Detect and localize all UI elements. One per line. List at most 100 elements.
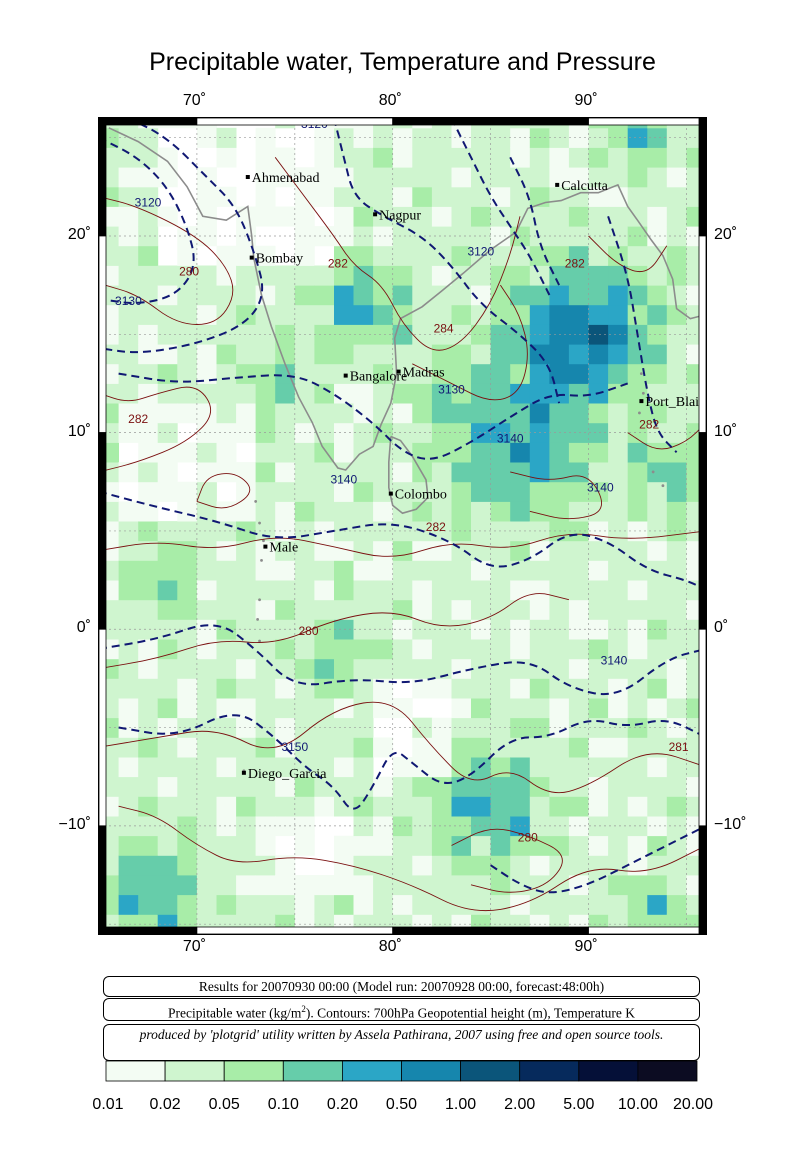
precip-cell bbox=[334, 855, 354, 876]
precip-cell bbox=[157, 835, 178, 856]
precip-cell bbox=[118, 363, 139, 384]
precip-cell bbox=[177, 245, 198, 266]
precip-cell bbox=[608, 344, 629, 365]
precip-cell bbox=[608, 894, 629, 915]
precip-cell bbox=[431, 167, 452, 188]
precip-cell bbox=[529, 481, 550, 502]
precip-cell bbox=[353, 737, 374, 758]
precip-cell bbox=[314, 304, 335, 325]
precip-cell bbox=[392, 481, 413, 502]
precip-cell bbox=[647, 501, 668, 522]
precip-cell bbox=[255, 875, 276, 896]
precip-cell bbox=[118, 285, 139, 306]
precip-cell bbox=[118, 776, 139, 797]
temperature-contour bbox=[451, 828, 563, 893]
precip-cell bbox=[177, 226, 198, 247]
precip-cell bbox=[392, 757, 413, 778]
precip-cell bbox=[353, 304, 374, 325]
precip-cell bbox=[334, 599, 354, 620]
precip-cell bbox=[373, 796, 394, 817]
precip-cell bbox=[529, 737, 550, 758]
island-mark bbox=[256, 617, 260, 621]
precip-cell bbox=[451, 285, 472, 306]
precip-cell bbox=[334, 285, 354, 306]
precip-cell bbox=[568, 245, 589, 266]
precip-cell bbox=[647, 678, 668, 699]
precip-cell bbox=[138, 127, 159, 148]
precip-cell bbox=[353, 501, 374, 522]
precip-cell bbox=[118, 147, 139, 168]
precip-cell bbox=[451, 147, 472, 168]
precip-cell bbox=[196, 776, 217, 797]
precip-cell bbox=[490, 894, 511, 915]
precip-cell bbox=[568, 639, 589, 660]
precip-cell bbox=[353, 127, 374, 148]
precip-cell bbox=[627, 167, 648, 188]
precip-cell bbox=[431, 855, 452, 876]
precip-cell bbox=[177, 816, 198, 837]
precip-cell bbox=[412, 422, 433, 443]
precip-cell bbox=[294, 894, 315, 915]
precip-cell bbox=[392, 658, 413, 679]
precip-cell bbox=[627, 757, 648, 778]
precip-cell bbox=[353, 324, 374, 345]
precip-cell bbox=[510, 481, 531, 502]
precip-cell bbox=[608, 619, 629, 640]
precip-cell bbox=[314, 580, 335, 601]
precip-cell bbox=[412, 835, 433, 856]
precip-cell bbox=[568, 521, 589, 542]
precip-cell bbox=[236, 580, 257, 601]
precip-cell bbox=[647, 894, 668, 915]
precip-cell bbox=[647, 658, 668, 679]
precip-cell bbox=[471, 344, 491, 365]
precip-cell bbox=[138, 658, 159, 679]
precip-cell bbox=[353, 167, 374, 188]
precip-cell bbox=[510, 285, 531, 306]
precip-cell bbox=[177, 737, 198, 758]
precip-cell bbox=[216, 363, 237, 384]
precip-cell bbox=[353, 698, 374, 719]
precip-cell bbox=[373, 619, 394, 640]
precip-cell bbox=[627, 481, 648, 502]
precip-cell bbox=[353, 540, 374, 561]
precip-cell bbox=[373, 324, 394, 345]
precip-cell bbox=[177, 698, 198, 719]
precip-cell bbox=[294, 285, 315, 306]
precip-cell bbox=[608, 304, 629, 325]
city-label: Port_Blair bbox=[645, 395, 704, 410]
precip-cell bbox=[608, 363, 629, 384]
precip-cell bbox=[529, 776, 550, 797]
precip-cell bbox=[118, 796, 139, 817]
precip-cell bbox=[373, 147, 394, 168]
contour-label: 3120 bbox=[135, 196, 162, 210]
precip-cell bbox=[353, 186, 374, 207]
precip-cell bbox=[490, 875, 511, 896]
precip-cell bbox=[138, 639, 159, 660]
precip-cell bbox=[451, 245, 472, 266]
precip-cell bbox=[510, 265, 531, 286]
precip-cell bbox=[138, 422, 159, 443]
temperature-contour bbox=[99, 196, 234, 325]
precip-cell bbox=[138, 501, 159, 522]
island-mark bbox=[639, 372, 643, 376]
contour-label: 3130 bbox=[438, 382, 465, 396]
precip-cell bbox=[157, 619, 178, 640]
frame-segment bbox=[98, 825, 107, 935]
precip-cell bbox=[216, 894, 237, 915]
precip-cell bbox=[647, 737, 668, 758]
precip-cell bbox=[588, 363, 609, 384]
precip-cell bbox=[608, 698, 629, 719]
precip-cell bbox=[373, 521, 394, 542]
precip-cell bbox=[412, 344, 433, 365]
precip-cell bbox=[490, 147, 511, 168]
precip-cell bbox=[392, 619, 413, 640]
precip-cell bbox=[431, 639, 452, 660]
precip-cell bbox=[431, 403, 452, 424]
precip-cell bbox=[196, 717, 217, 738]
precip-cell bbox=[451, 757, 472, 778]
precip-cell bbox=[236, 639, 257, 660]
precip-cell bbox=[294, 835, 315, 856]
info-variables: Precipitable water (kg/m2). Contours: 70… bbox=[103, 998, 700, 1021]
precip-cell bbox=[412, 717, 433, 738]
precip-cell bbox=[451, 206, 472, 227]
